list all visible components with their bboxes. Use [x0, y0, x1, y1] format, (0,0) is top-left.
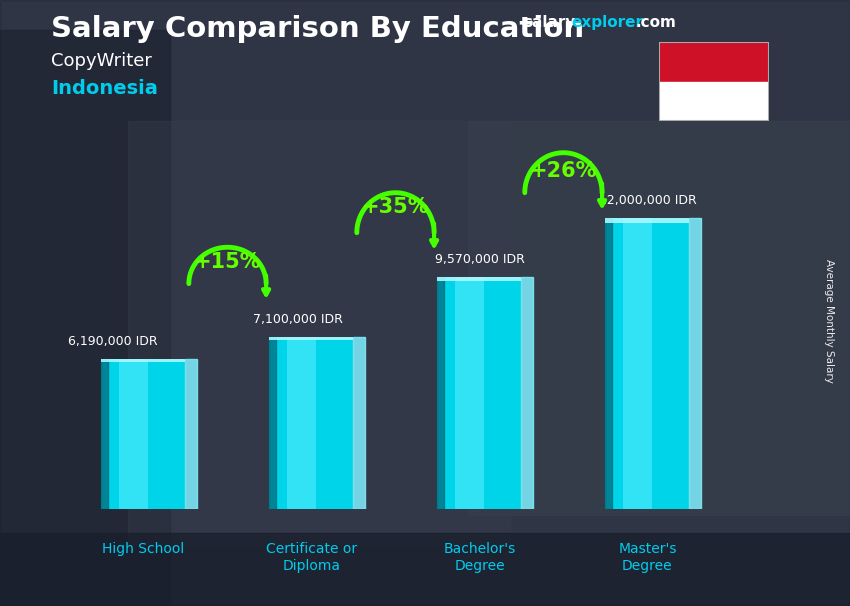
Text: +15%: +15%	[194, 251, 261, 272]
Text: 6,190,000 IDR: 6,190,000 IDR	[69, 335, 158, 348]
Text: Average Monthly Salary: Average Monthly Salary	[824, 259, 834, 383]
Bar	[623, 218, 652, 509]
Bar	[269, 337, 354, 509]
Bar	[286, 337, 316, 509]
Text: Bachelor's
Degree: Bachelor's Degree	[444, 542, 516, 573]
Text: salary: salary	[523, 15, 575, 30]
Text: High School: High School	[102, 542, 184, 556]
Bar	[354, 337, 366, 509]
Bar	[605, 218, 689, 509]
Bar	[521, 277, 533, 509]
Bar	[659, 82, 769, 121]
Bar	[689, 218, 701, 509]
Bar	[605, 218, 689, 224]
Text: Salary Comparison By Education: Salary Comparison By Education	[51, 15, 584, 43]
Text: CopyWriter: CopyWriter	[51, 52, 152, 70]
Bar	[0, 30, 170, 606]
Text: Indonesia: Indonesia	[51, 79, 158, 98]
Text: .com: .com	[636, 15, 677, 30]
Text: 7,100,000 IDR: 7,100,000 IDR	[253, 313, 343, 326]
Bar	[185, 359, 197, 509]
Text: +26%: +26%	[530, 161, 598, 181]
Text: +35%: +35%	[361, 197, 429, 218]
Text: 12,000,000 IDR: 12,000,000 IDR	[598, 195, 696, 207]
Bar	[119, 359, 148, 509]
Bar	[455, 277, 484, 509]
Bar	[605, 218, 612, 509]
Bar	[101, 359, 108, 509]
Bar	[101, 359, 185, 362]
Bar	[128, 121, 510, 545]
Bar	[438, 277, 521, 281]
Text: 9,570,000 IDR: 9,570,000 IDR	[434, 253, 524, 266]
Bar	[269, 337, 276, 509]
Bar	[438, 277, 445, 509]
Text: Master's
Degree: Master's Degree	[618, 542, 677, 573]
Bar	[659, 42, 769, 82]
Text: Certificate or
Diploma: Certificate or Diploma	[266, 542, 357, 573]
Bar	[438, 277, 521, 509]
Bar	[0, 533, 850, 606]
Bar	[101, 359, 185, 509]
Bar	[269, 337, 354, 340]
Bar	[468, 121, 850, 515]
Text: explorer: explorer	[571, 15, 643, 30]
